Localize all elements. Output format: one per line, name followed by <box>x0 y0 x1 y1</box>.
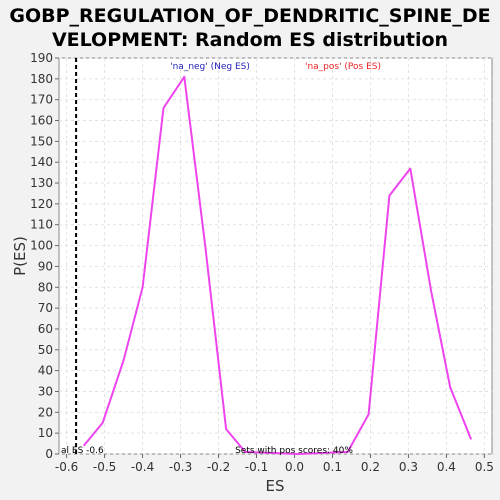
y-tick-label: 150 <box>30 134 53 148</box>
x-tick-label: -0.6 <box>55 460 78 474</box>
x-tick-label: 0.0 <box>285 460 304 474</box>
x-axis-label: ES <box>266 477 285 495</box>
x-tick-label: -0.2 <box>207 460 230 474</box>
x-tick-label: -0.1 <box>245 460 268 474</box>
y-tick-label: 40 <box>38 364 53 378</box>
annotation-pos-scores: Sets with pos scores: 40% <box>235 446 353 456</box>
x-tick-label: -0.5 <box>93 460 116 474</box>
y-tick-label: 120 <box>30 197 53 211</box>
y-tick-label: 50 <box>38 343 53 357</box>
x-tick-label: -0.3 <box>169 460 192 474</box>
y-tick-label: 90 <box>38 259 53 273</box>
y-axis-ticks: 0 10 20 30 40 50 60 70 80 90 100 110 120 130 140 150 160… <box>30 51 59 461</box>
legend-pos-es: 'na_pos' (Pos ES) <box>305 62 381 72</box>
y-tick-label: 140 <box>30 155 53 169</box>
y-tick-label: 190 <box>30 51 53 65</box>
chart-title-line-2: VELOPMENT: Random ES distribution <box>52 29 448 51</box>
y-tick-label: 0 <box>45 447 53 461</box>
y-tick-label: 20 <box>38 405 53 419</box>
x-tick-label: 0.2 <box>361 460 380 474</box>
annotation-actual-es: al ES -0.6 <box>61 446 104 456</box>
y-tick-label: 60 <box>38 322 53 336</box>
x-tick-label: 0.1 <box>323 460 342 474</box>
y-tick-label: 70 <box>38 301 53 315</box>
series-line-0 <box>82 75 473 455</box>
series-group <box>82 75 473 455</box>
x-tick-label: 0.3 <box>399 460 418 474</box>
y-tick-label: 180 <box>30 72 53 86</box>
y-tick-label: 170 <box>30 93 53 107</box>
x-axis-ticks: -0.6 -0.5 -0.4 -0.3 -0.2 -0.1 0.0 0.1 0.2 0.3 0.4 0… <box>55 454 494 474</box>
y-tick-label: 130 <box>30 176 53 190</box>
x-tick-label: 0.4 <box>437 460 456 474</box>
chart-title-line-1: GOBP_REGULATION_OF_DENDRITIC_SPINE_DE <box>9 5 490 27</box>
y-axis-label: P(ES) <box>11 236 29 276</box>
x-tick-label: -0.4 <box>131 460 154 474</box>
y-tick-label: 10 <box>38 426 53 440</box>
y-tick-label: 100 <box>30 239 53 253</box>
y-tick-label: 30 <box>38 384 53 398</box>
x-tick-label: 0.5 <box>475 460 494 474</box>
y-tick-label: 160 <box>30 114 53 128</box>
plot-area <box>58 57 493 455</box>
legend-neg-es: 'na_neg' (Neg ES) <box>170 62 250 72</box>
y-tick-label: 110 <box>30 218 53 232</box>
y-tick-label: 80 <box>38 280 53 294</box>
